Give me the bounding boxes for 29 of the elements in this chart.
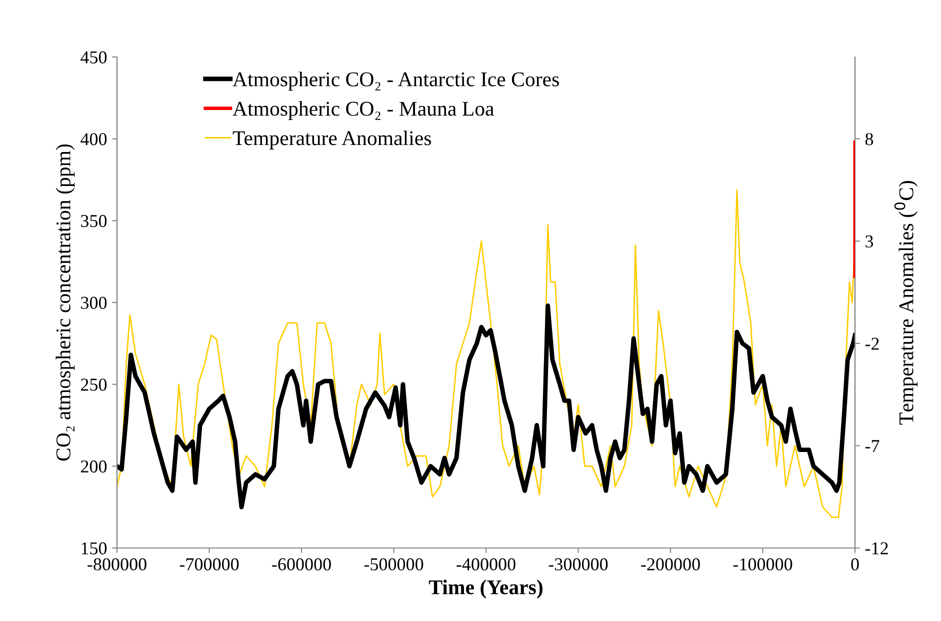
y2-tick-label: -2 [865,338,879,350]
y-tick-label: 350 [81,214,107,228]
y2-tick-label: 8 [865,133,874,146]
x-tick-label: 0 [851,558,859,570]
x-tick-label: -200000 [641,558,700,570]
x-tick-label: -600000 [272,558,331,570]
legend-label: Atmospheric CO₂ - Antarctic Ice Cores [232,72,559,91]
y-tick-label: 150 [82,542,107,554]
x-tick-label: -300000 [548,558,608,570]
x-tick-label: -700000 [180,558,239,570]
legend-label: Atmospheric CO₂ - Mauna Loa [232,101,494,120]
line-series [117,304,855,510]
y-tick-label: 300 [81,296,107,309]
x-tick-label: -500000 [364,558,424,570]
y-tick-label: 400 [80,133,107,146]
y2-tick-label: -12 [865,542,888,554]
legend-label: Temperature Anomalies [232,130,431,150]
line-series [853,140,855,278]
x-tick-label: -400000 [456,558,516,570]
y-tick-label: 200 [80,460,107,473]
y-tick-label: 450 [80,51,107,64]
x-tick-label: -100000 [733,558,792,570]
y-tick-label: 250 [80,378,107,391]
y-axis-title: CO₂ atmospheric concentration (ppm) [56,144,75,461]
x-axis-title: Time (Years) [428,580,542,599]
y2-tick-label: 3 [866,235,874,248]
y2-tick-label: -7 [865,440,880,452]
x-tick-label: -800000 [88,558,146,570]
y2-axis-title: Temperature Anomalies ($^{0}$C) [894,181,918,425]
